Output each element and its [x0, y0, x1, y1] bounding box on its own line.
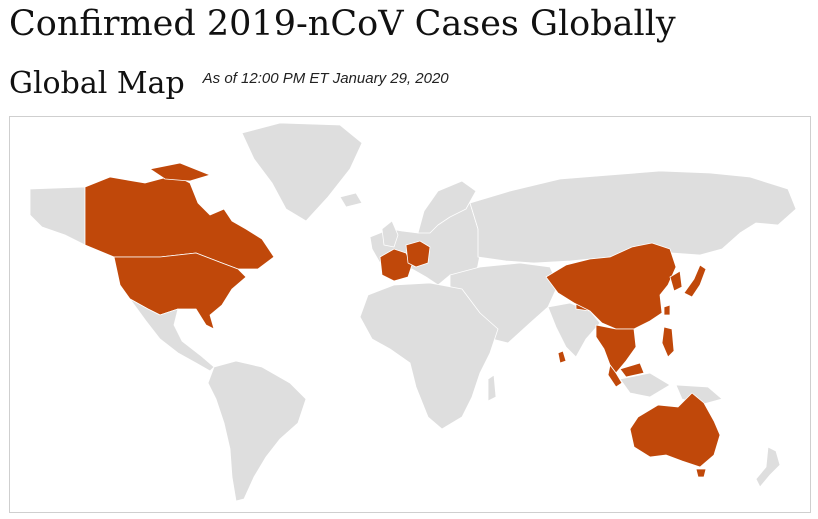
- region-russia[interactable]: [469, 170, 797, 264]
- region-canada-islands[interactable]: [149, 162, 211, 182]
- region-tasmania[interactable]: [695, 468, 707, 478]
- region-alaska[interactable]: [29, 186, 86, 246]
- page-title: Confirmed 2019-nCoV Cases Globally: [9, 4, 676, 44]
- region-japan[interactable]: [683, 264, 707, 298]
- region-new-zealand[interactable]: [755, 446, 781, 488]
- region-southeast-asia[interactable]: [595, 324, 637, 374]
- section-title: Global Map: [9, 66, 185, 101]
- region-mexico-central-america[interactable]: [129, 298, 215, 372]
- region-australia[interactable]: [629, 392, 721, 468]
- world-map-svg: [29, 122, 797, 502]
- region-united-kingdom[interactable]: [381, 220, 399, 248]
- section-header: Global Map As of 12:00 PM ET January 29,…: [9, 62, 449, 106]
- world-map[interactable]: [9, 116, 811, 513]
- region-africa[interactable]: [359, 282, 499, 430]
- region-madagascar[interactable]: [487, 374, 497, 402]
- region-iceland[interactable]: [339, 192, 363, 208]
- region-philippines[interactable]: [661, 326, 675, 358]
- region-france[interactable]: [379, 248, 413, 282]
- region-sri-lanka[interactable]: [557, 350, 567, 364]
- as-of-timestamp: As of 12:00 PM ET January 29, 2020: [202, 70, 449, 87]
- region-taiwan[interactable]: [663, 304, 671, 316]
- region-united-states[interactable]: [113, 252, 247, 330]
- region-indonesia[interactable]: [619, 372, 671, 398]
- region-greenland[interactable]: [241, 122, 363, 222]
- region-china[interactable]: [545, 242, 677, 330]
- region-south-america[interactable]: [207, 360, 307, 502]
- region-malaysia-borneo[interactable]: [619, 362, 645, 378]
- region-scandinavia[interactable]: [417, 180, 477, 234]
- region-malaysia[interactable]: [607, 364, 623, 388]
- region-germany[interactable]: [405, 240, 431, 268]
- region-south-korea[interactable]: [669, 270, 683, 292]
